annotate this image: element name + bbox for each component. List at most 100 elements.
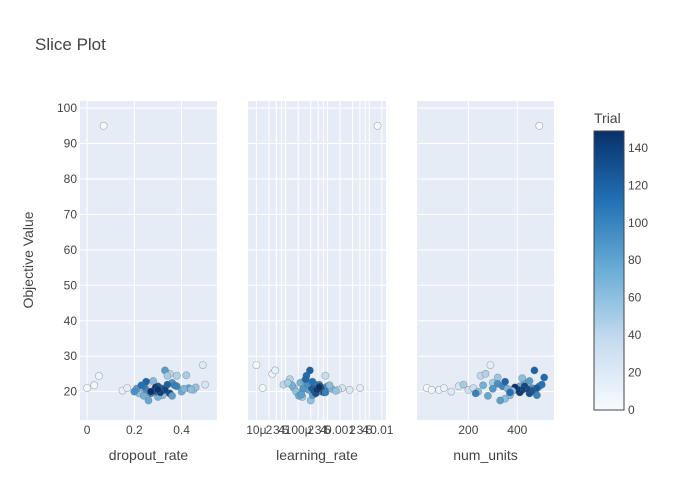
data-point — [153, 385, 162, 394]
data-point — [518, 374, 527, 383]
data-point — [471, 389, 480, 398]
data-point — [506, 388, 514, 397]
panel-num_units: 200 400 num_units — [417, 101, 554, 463]
data-point — [325, 381, 334, 390]
data-point — [481, 369, 490, 378]
colorbar: Trial 0 20 40 60 80 100 120 140 — [593, 110, 648, 417]
data-point — [331, 386, 340, 395]
y-tick-label: 80 — [64, 172, 78, 186]
colorbar-tick-label: 0 — [628, 403, 635, 417]
colorbar-bar — [593, 130, 625, 411]
data-point — [356, 384, 364, 392]
x-tick-label: 3 — [315, 423, 322, 437]
data-point — [258, 384, 267, 392]
panel-background — [248, 101, 386, 420]
data-point — [99, 121, 108, 130]
data-point — [146, 387, 155, 396]
colorbar-tick-label: 100 — [628, 216, 648, 230]
data-point — [535, 121, 544, 130]
x-tick-label: 5 — [366, 423, 373, 437]
colorbar-tick-label: 20 — [628, 366, 642, 380]
x-tick-label: 4 — [362, 423, 369, 437]
colorbar-tick-label: 40 — [628, 328, 642, 342]
data-point — [90, 381, 99, 390]
x-axis-title: dropout_rate — [109, 447, 189, 463]
x-axis-title: learning_rate — [276, 447, 358, 463]
x-tick-label: 3 — [357, 423, 364, 437]
x-tick-label: 100μ — [285, 423, 312, 437]
x-tick-label: 4 — [320, 423, 327, 437]
y-axis-title: Objective Value — [20, 211, 36, 308]
x-tick-label: 0 — [84, 423, 91, 437]
data-point — [525, 377, 534, 385]
x-axis-title: num_units — [453, 447, 518, 463]
data-point — [530, 366, 539, 375]
data-point — [201, 380, 210, 389]
data-point — [345, 385, 354, 394]
y-tick-label: 90 — [64, 137, 78, 151]
y-tick-label: 100 — [57, 101, 77, 115]
data-point — [315, 383, 323, 392]
data-point — [252, 361, 261, 369]
data-point — [187, 385, 195, 394]
x-tick-label: 400 — [507, 423, 527, 437]
data-point — [321, 371, 330, 380]
y-tick-label: 30 — [64, 349, 78, 363]
data-point — [305, 366, 314, 375]
data-point — [83, 384, 91, 392]
panel-background — [417, 101, 554, 420]
x-tick-label: 5 — [282, 423, 289, 437]
x-tick-label: 200 — [458, 423, 478, 437]
data-point — [168, 391, 176, 400]
panel-dropout_rate: 0 0.2 0.4 dropout_rate — [80, 101, 217, 463]
x-tick-label: 4 — [278, 423, 285, 437]
data-point — [486, 361, 495, 369]
data-point — [540, 373, 549, 382]
x-tick-label: 0.2 — [126, 423, 143, 437]
y-tick-label: 70 — [64, 207, 78, 221]
colorbar-tick-label: 120 — [628, 178, 648, 192]
panel-background — [80, 101, 217, 420]
data-point — [172, 371, 181, 380]
data-point — [95, 372, 103, 380]
data-point — [144, 396, 153, 405]
data-point — [283, 378, 292, 387]
y-tick-label: 40 — [64, 314, 78, 328]
colorbar-tick-label: 80 — [628, 253, 642, 267]
x-tick-label: 5 — [324, 423, 331, 437]
data-point — [488, 384, 497, 393]
colorbar-tick-label: 140 — [628, 141, 648, 155]
data-point — [139, 391, 148, 400]
data-point — [170, 381, 179, 390]
x-tick-label: 0.01 — [370, 423, 394, 437]
x-tick-label: 10μ — [246, 423, 266, 437]
data-point — [496, 396, 505, 405]
chart-title: Slice Plot — [35, 35, 106, 54]
data-point — [179, 384, 188, 393]
data-point — [198, 361, 207, 369]
data-point — [297, 390, 306, 399]
data-point — [271, 366, 280, 375]
data-point — [163, 371, 172, 380]
data-point — [459, 380, 468, 389]
data-point — [321, 388, 330, 397]
data-point — [479, 381, 487, 390]
data-point — [483, 391, 492, 400]
data-point — [301, 375, 310, 384]
x-tick-label: 0.4 — [173, 423, 190, 437]
colorbar-tick-label: 60 — [628, 291, 642, 305]
data-point — [137, 381, 146, 390]
data-point — [123, 384, 132, 392]
data-point — [130, 387, 139, 396]
data-point — [501, 377, 509, 386]
x-tick-label: 2 — [266, 423, 273, 437]
x-tick-label: 2 — [307, 423, 314, 437]
y-tick-label: 60 — [64, 243, 78, 257]
data-point — [373, 121, 382, 130]
data-point — [182, 371, 191, 380]
data-point — [447, 387, 456, 396]
